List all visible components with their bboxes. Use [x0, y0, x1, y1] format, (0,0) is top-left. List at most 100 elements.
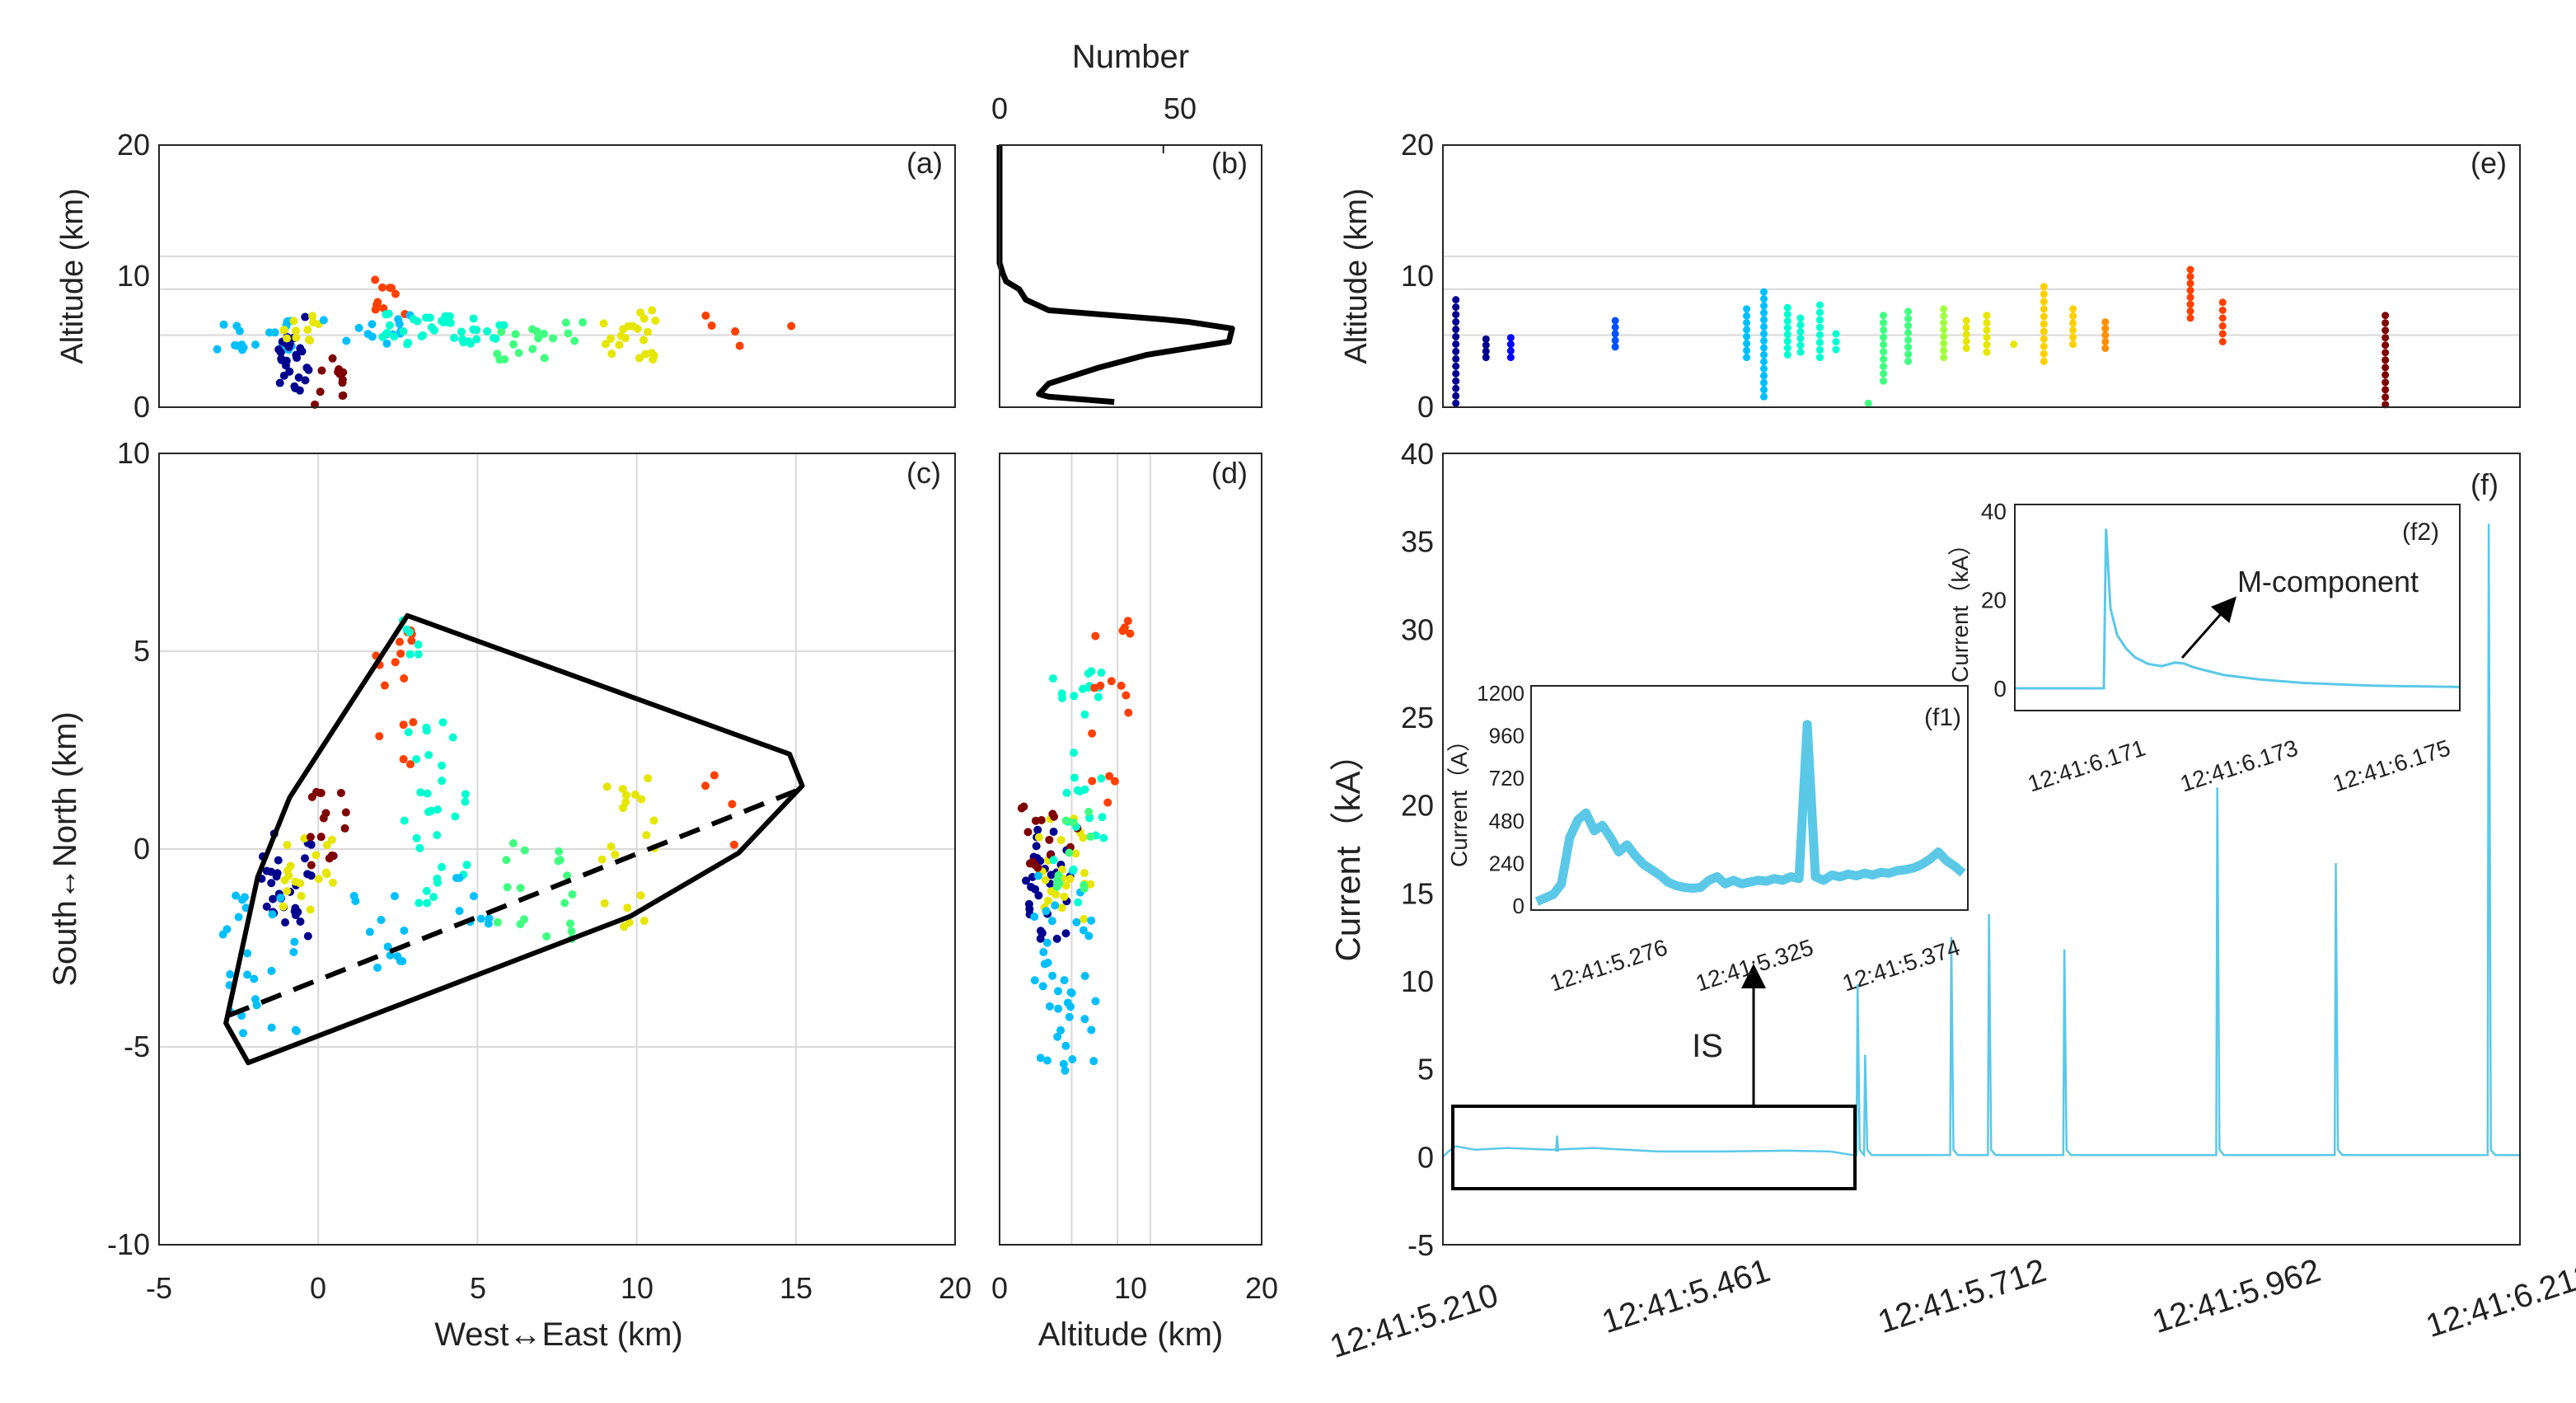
panel-c-xtick-m5: -5	[146, 1271, 172, 1305]
panel-c-ytick-0: 0	[133, 832, 150, 866]
panel-d-point-4-27	[1048, 674, 1057, 683]
panel-e-point-14-4	[1962, 317, 1970, 325]
inset-f2-xtick-0: 12:41:6.171	[2025, 734, 2148, 796]
panel-c-point-10-3	[618, 784, 627, 793]
panel-e-point-13-2	[1940, 340, 1948, 348]
panel-e-point-3-2	[1611, 330, 1619, 338]
panel-c-point-3-16	[218, 930, 227, 939]
panel-e-point-6-6	[1783, 310, 1791, 318]
panel-d-point-3-5	[1030, 976, 1039, 985]
panel-c-point-1-18	[300, 834, 309, 843]
panel-c-point-4-5	[351, 897, 360, 906]
panel-d-point-6-3	[1069, 818, 1078, 827]
panel-d-point-6-9	[1054, 870, 1063, 880]
panel-a-point-7-11	[509, 340, 518, 349]
panel-e-point-22-1	[2382, 393, 2390, 401]
panel-e-point-13-6	[1940, 312, 1948, 320]
panel-c-point-7-15	[437, 862, 446, 871]
panel-c-point-10-6	[630, 790, 639, 799]
panel-c-point-10-18	[621, 791, 630, 800]
panel-a-point-6-20	[472, 335, 481, 344]
panel-a-point-7-2	[539, 330, 548, 339]
panel-c-point-3-24	[289, 947, 298, 956]
panel-e-point-0-3	[1452, 377, 1460, 385]
panel-d-point-3-33	[1089, 1057, 1098, 1066]
panel-c-point-3-8	[234, 913, 243, 922]
panel-a-point-9-0	[731, 327, 740, 336]
panel-e-point-22-4	[2382, 371, 2390, 379]
panel-d-point-3-7	[1060, 976, 1069, 985]
panel-d-point-5-5	[1123, 617, 1132, 626]
panel-c-point-11-0	[701, 781, 710, 791]
panel-c-point-5-4	[395, 637, 404, 646]
panel-e-point-8-1	[1815, 345, 1824, 354]
panel-c-point-7-28	[412, 833, 421, 842]
panel-a-point-3-9	[328, 354, 337, 363]
inset-f1: (f1) 0 240 480 720 960 1200 Current（A） 12:41:…	[1446, 681, 1969, 997]
panel-c-point-1-17	[283, 841, 292, 850]
panel-a-point-1-6	[274, 345, 283, 354]
panel-a-point-1-10	[275, 378, 284, 387]
panel-c-point-6-5	[402, 625, 411, 634]
panel-d-point-3-34	[1087, 916, 1096, 925]
panel-a-point-2-3	[306, 336, 315, 345]
panel-e-point-0-13	[1452, 303, 1460, 312]
panel-e-point-22-8	[2382, 341, 2390, 350]
panel-d-point-2-8	[1033, 863, 1042, 872]
panel-d-point-1-7	[1041, 875, 1050, 884]
panel-c-point-9-0	[502, 856, 511, 865]
panel-a-point-1-24	[281, 361, 290, 370]
panel-a-point-6-38	[472, 326, 481, 335]
panel-a-point-1-16	[285, 367, 294, 376]
panel-a-point-6-28	[382, 310, 391, 319]
inset-f1-ytick-3: 720	[1489, 766, 1525, 791]
panel-f-ytick-4: 15	[1401, 876, 1434, 910]
panel-d-point-3-32	[1053, 1032, 1062, 1041]
panel-e-point-0-2	[1452, 384, 1460, 392]
panel-d-point-5-1	[1091, 631, 1100, 640]
panel-c-point-10-4	[602, 782, 611, 791]
panel-f-ytick-8: 35	[1401, 525, 1434, 559]
panel-e-point-1-0	[1482, 354, 1490, 362]
panel-c-point-1-8	[297, 892, 306, 901]
panel-a-point-2-10	[289, 317, 298, 326]
panel-a-point-0-18	[283, 318, 292, 327]
panel-e-point-8-3	[1815, 331, 1824, 339]
panel-c-point-0-14	[266, 867, 275, 876]
panel-c-point-2-8	[336, 788, 345, 797]
panel-d-point-4-3	[1097, 774, 1106, 783]
panel-a-point-8-11	[651, 316, 660, 325]
panel-c-point-0-28	[290, 907, 299, 916]
panel-a-point-1-8	[302, 364, 311, 373]
panel-c-point-9-12	[516, 920, 525, 929]
panel-e-point-20-6	[2186, 272, 2194, 280]
panel-a-point-0-21	[231, 340, 240, 350]
panel-c-point-7-25	[429, 893, 438, 902]
panel-e-point-6-1	[1783, 344, 1791, 352]
panel-c-point-2-12	[340, 824, 349, 833]
panel-a-point-1-23	[297, 347, 307, 356]
panel-d-point-2-6	[1025, 859, 1034, 868]
panel-c-point-2-2	[316, 833, 326, 842]
panel-e-ylabel: Altitude (km)	[1339, 188, 1374, 364]
panel-e-point-7-4	[1796, 321, 1805, 329]
panel-a-point-1-9	[293, 354, 302, 363]
panel-e-point-22-3	[2382, 378, 2390, 387]
panel-e-frame	[1442, 144, 2521, 408]
panel-e-point-18-1	[2069, 333, 2077, 341]
panel-a-point-6-39	[483, 326, 492, 336]
inset-f2-ytick-2: 40	[1981, 499, 2007, 524]
panel-c-point-8-7	[476, 914, 485, 923]
panel-a-point-7-8	[497, 327, 506, 336]
panel-c-point-9-13	[560, 899, 569, 908]
panel-f-ylabel: Current（kA）	[1328, 736, 1367, 961]
panel-d-point-3-37	[1054, 1004, 1063, 1013]
panel-e-point-7-2	[1796, 335, 1805, 343]
panel-a-point-8-1	[639, 336, 648, 345]
panel-c-point-8-2	[469, 892, 478, 901]
panel-a-point-9-4	[701, 311, 710, 320]
panel-a-point-0-13	[235, 326, 244, 336]
panel-d-point-3-18	[1080, 972, 1089, 981]
panel-a-point-7-9	[564, 329, 573, 338]
panel-e-point-5-4	[1759, 364, 1768, 373]
